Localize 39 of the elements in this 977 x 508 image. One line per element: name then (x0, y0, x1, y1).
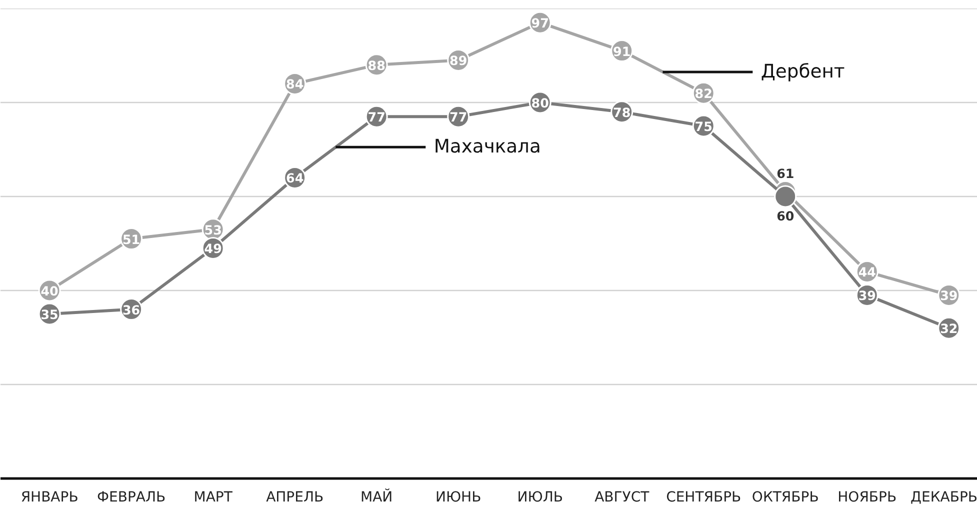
x-tick-label: ИЮНЬ (435, 490, 482, 506)
data-label: 39 (940, 288, 958, 304)
data-label: 82 (694, 86, 712, 102)
x-tick-label: ИЮЛЬ (517, 490, 563, 506)
data-label: 35 (40, 307, 58, 322)
data-label: 64 (286, 170, 304, 186)
data-label: 53 (204, 222, 222, 238)
x-tick-label: АПРЕЛЬ (266, 490, 324, 506)
data-label: 88 (368, 58, 386, 73)
x-tick-label: ДЕКАБРЬ (910, 490, 977, 506)
data-label: 84 (286, 76, 304, 92)
data-label: 77 (368, 110, 386, 125)
point (774, 185, 797, 208)
data-label: 36 (122, 302, 140, 318)
x-tick-label: ФЕВРАЛЬ (96, 490, 166, 506)
data-label: 97 (531, 16, 549, 31)
x-tick-label: СЕНТЯБРЬ (666, 490, 742, 506)
data-label: 89 (450, 53, 468, 68)
data-label: 75 (694, 119, 712, 134)
x-tick-label: ЯНВАРЬ (20, 490, 78, 506)
x-tick-label: МАРТ (194, 490, 233, 506)
data-label: 60 (776, 208, 794, 224)
data-label: 51 (122, 232, 140, 247)
data-label: 78 (613, 104, 631, 120)
x-tick-label: МАЙ (360, 488, 393, 506)
data-label: 44 (858, 264, 876, 280)
data-label: 40 (40, 284, 59, 298)
data-label: 91 (613, 44, 631, 59)
series-label: Махачкала (434, 136, 541, 158)
data-label: 39 (858, 288, 876, 304)
x-tick-label: АВГУСТ (594, 490, 650, 506)
x-tick-label: ОКТЯБРЬ (752, 490, 819, 506)
data-label: 49 (204, 241, 222, 256)
data-label: 80 (531, 96, 550, 110)
data-label: 32 (940, 321, 958, 336)
text: Дербент (760, 61, 845, 82)
data-label: 77 (450, 110, 468, 125)
x-tick-label: НОЯБРЬ (838, 490, 897, 506)
data-label: 61 (776, 166, 794, 181)
